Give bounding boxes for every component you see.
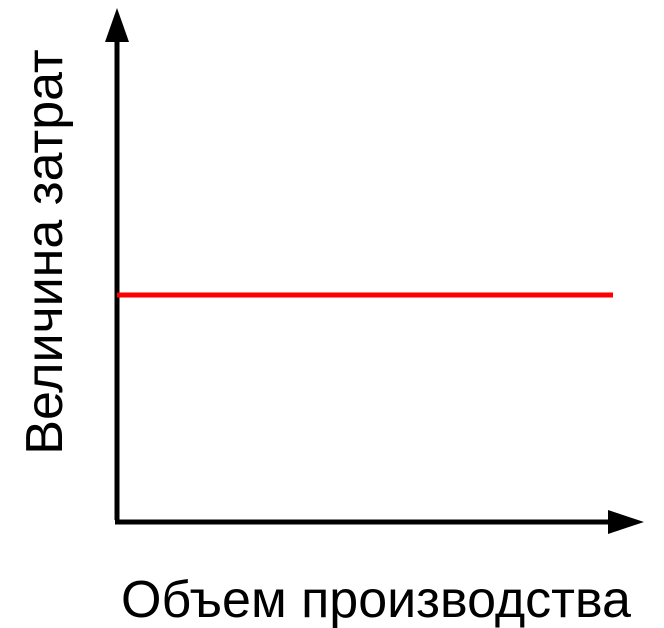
y-axis-label: Величина затрат — [16, 49, 74, 454]
x-axis-arrow-icon — [608, 510, 644, 534]
y-axis-arrow-icon — [105, 8, 129, 42]
x-axis-label: Объем производства — [121, 571, 631, 628]
